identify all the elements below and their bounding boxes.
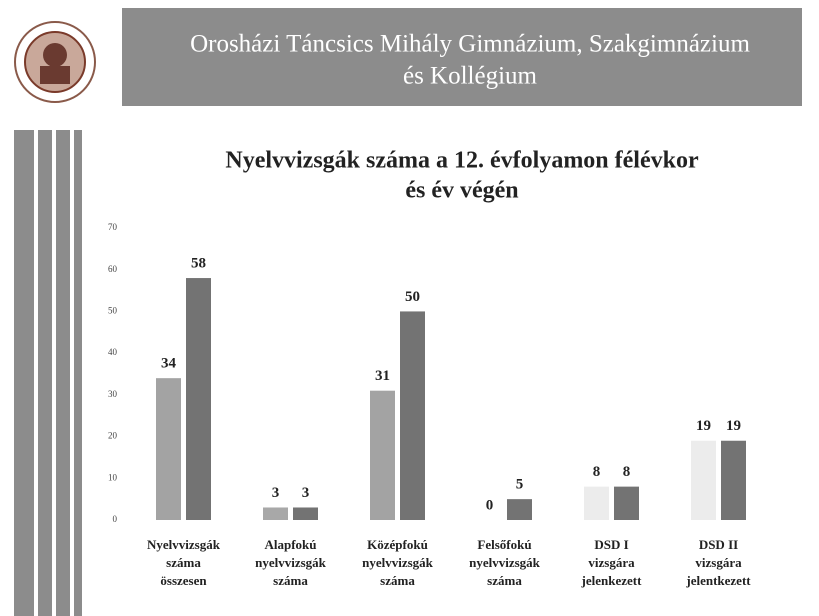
x-tick-label: nyelvvizsgák xyxy=(469,555,541,570)
y-tick-label: 60 xyxy=(108,264,118,274)
bar xyxy=(293,507,318,520)
x-tick-label: Alapfokú xyxy=(264,537,316,552)
x-tick-label: Felsőfokú xyxy=(477,537,531,552)
header-title: Orosházi Táncsics Mihály Gimnázium, Szak… xyxy=(190,31,750,58)
chart-title: és év végén xyxy=(405,178,518,204)
x-tick-label: jelenkezett xyxy=(581,573,643,588)
value-label: 19 xyxy=(726,418,741,434)
x-tick-label: száma xyxy=(487,573,522,588)
y-tick-label: 50 xyxy=(108,305,118,315)
x-tick-label: nyelvvizsgák xyxy=(362,555,434,570)
x-tick-label: DSD I xyxy=(594,537,628,552)
x-tick-label: száma xyxy=(380,573,415,588)
bar xyxy=(691,440,716,520)
x-tick-label: jelentkezett xyxy=(685,573,751,588)
value-label: 3 xyxy=(302,485,310,501)
value-label: 50 xyxy=(405,289,420,305)
y-tick-label: 20 xyxy=(108,431,118,441)
bar xyxy=(614,486,639,520)
y-tick-label: 40 xyxy=(108,347,118,357)
value-label: 3 xyxy=(272,485,280,501)
x-tick-label: Nyelvvizsgák xyxy=(147,537,221,552)
x-tick-label: vizsgára xyxy=(588,555,635,570)
value-label: 31 xyxy=(375,368,390,384)
x-tick-label: száma xyxy=(166,555,201,570)
y-tick-label: 30 xyxy=(108,389,118,399)
bar xyxy=(584,486,609,520)
x-tick-label: nyelvvizsgák xyxy=(255,555,327,570)
logo xyxy=(14,21,96,103)
x-tick-label: összesen xyxy=(160,573,207,588)
value-label: 0 xyxy=(486,497,494,513)
value-label: 19 xyxy=(696,418,711,434)
header-band xyxy=(122,8,802,106)
y-tick-label: 70 xyxy=(108,222,118,232)
x-tick-label: száma xyxy=(273,573,308,588)
bar xyxy=(263,507,288,520)
x-tick-label: Középfokú xyxy=(367,537,428,552)
value-label: 58 xyxy=(191,255,206,271)
side-stripes xyxy=(14,130,82,616)
chart-title: Nyelvvizsgák száma a 12. évfolyamon félé… xyxy=(225,148,699,174)
bar xyxy=(507,499,532,520)
value-label: 8 xyxy=(593,464,601,480)
header-title: és Kollégium xyxy=(403,63,538,90)
value-label: 5 xyxy=(516,477,524,493)
bar xyxy=(370,390,395,520)
bar xyxy=(156,378,181,520)
y-tick-label: 10 xyxy=(108,472,118,482)
bar xyxy=(721,440,746,520)
bar xyxy=(186,278,211,520)
value-label: 8 xyxy=(623,464,631,480)
x-tick-label: vizsgára xyxy=(695,555,742,570)
y-tick-label: 0 xyxy=(113,514,118,524)
bar xyxy=(400,311,425,520)
value-label: 34 xyxy=(161,356,177,372)
x-tick-label: DSD II xyxy=(699,537,738,552)
